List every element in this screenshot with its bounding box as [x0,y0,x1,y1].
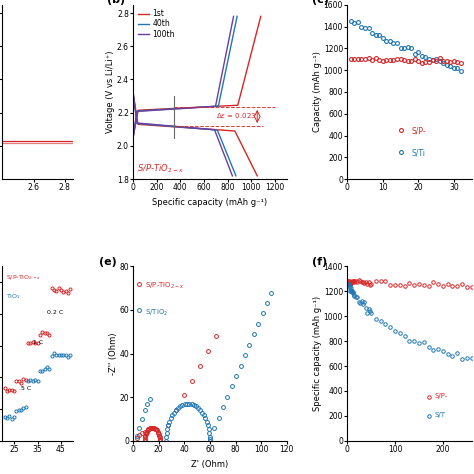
1st [156,123,162,128]
Text: S/P-TiO$_{2-x}$: S/P-TiO$_{2-x}$ [6,273,41,282]
Text: S/T: S/T [434,412,445,418]
X-axis label: Z' (Ohm): Z' (Ohm) [191,459,228,468]
Line: 100th: 100th [133,93,232,176]
100th [130,90,136,96]
Text: S/P-: S/P- [434,393,447,400]
Text: (c): (c) [312,0,329,5]
Text: S/Ti: S/Ti [411,148,425,157]
1st [232,128,237,134]
Legend: 1st, 40th, 100th: 1st, 40th, 100th [137,9,175,39]
1st [255,173,260,179]
Text: S/TiO$_2$: S/TiO$_2$ [145,307,168,318]
100th [200,126,206,131]
Text: S/P-TiO$_{2-x}$: S/P-TiO$_{2-x}$ [145,281,184,292]
Y-axis label: Specific capacity (mAh g⁻¹): Specific capacity (mAh g⁻¹) [313,296,322,411]
100th [212,127,218,133]
40th [202,126,208,132]
1st [147,122,153,128]
1st [198,126,203,131]
100th [184,125,190,130]
1st [130,90,136,96]
Text: S/P-TiO$_{2-x}$: S/P-TiO$_{2-x}$ [137,163,183,175]
40th [130,90,136,96]
Line: 1st: 1st [133,93,257,176]
Y-axis label: Capacity (mAh g⁻¹): Capacity (mAh g⁻¹) [313,52,322,132]
40th [186,125,192,131]
40th [152,122,157,128]
Text: (e): (e) [99,256,117,267]
40th [233,173,239,179]
Y-axis label: Voltage (V vs Li/Li⁺): Voltage (V vs Li/Li⁺) [107,51,116,133]
1st [217,127,223,133]
Text: (f): (f) [312,256,328,267]
Text: $\Delta\epsilon$ = 0.023: $\Delta\epsilon$ = 0.023 [216,111,256,120]
Text: .5 C: .5 C [19,386,31,391]
100th [144,121,150,127]
40th [215,128,220,133]
1st [251,165,256,171]
Text: 1 C: 1 C [33,340,43,345]
Line: 40th: 40th [133,93,236,176]
Text: 0.2 C: 0.2 C [47,310,63,315]
Text: S/P-: S/P- [411,127,426,136]
Text: TiO$_2$: TiO$_2$ [6,292,21,301]
Y-axis label: -Z'' (Ohm): -Z'' (Ohm) [109,332,118,375]
X-axis label: Specific capacity (mAh g⁻¹): Specific capacity (mAh g⁻¹) [152,198,267,207]
Text: (b): (b) [107,0,125,5]
100th [229,173,235,179]
40th [230,165,236,171]
40th [145,121,150,127]
100th [151,122,156,128]
100th [227,165,232,171]
